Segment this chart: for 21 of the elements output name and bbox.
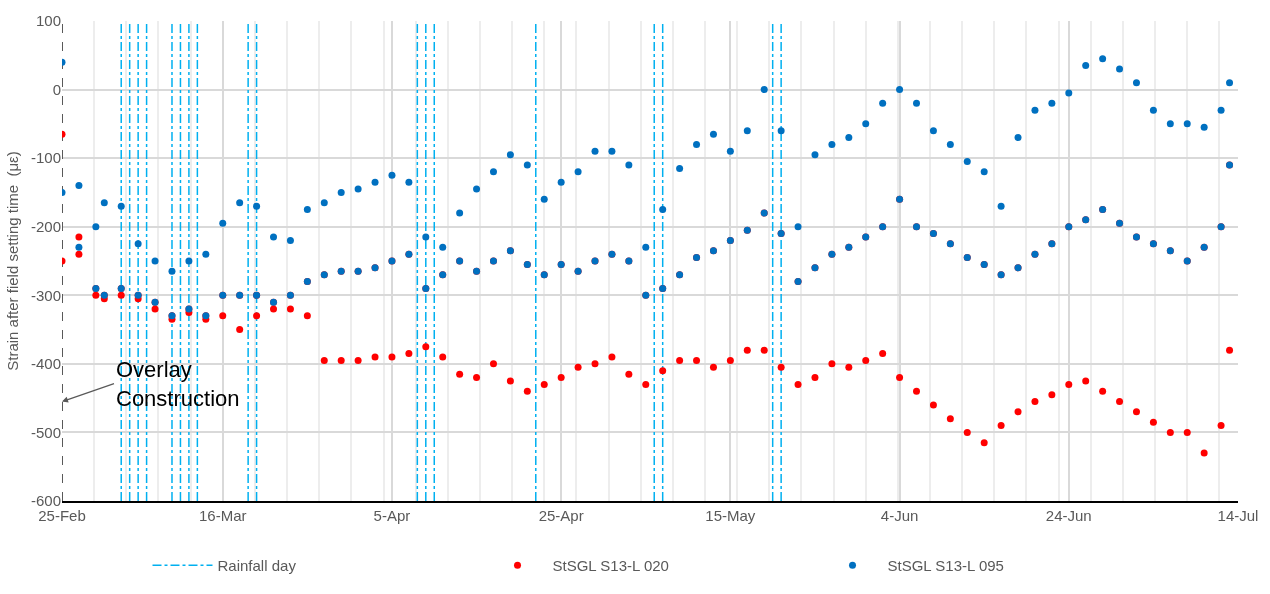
y-tick-label: -600 [30, 492, 61, 510]
y-tick-label: -200 [30, 217, 61, 235]
y-tick-label: -100 [30, 149, 61, 167]
y-tick-label: -500 [30, 423, 61, 441]
x-tick-label: 15-May [705, 507, 756, 524]
annotation: Overlay Construction [116, 357, 240, 411]
legend-label: StSGL S13-L 095 [887, 557, 1004, 575]
y-tick-label: 100 [35, 12, 61, 30]
x-tick-label: 14-Jul [1217, 507, 1259, 524]
legend-label: Rainfall day [217, 557, 297, 575]
x-tick-label: 25-Apr [538, 507, 584, 524]
legend-label: StSGL S13-L 020 [552, 557, 669, 575]
x-tick-label: 24-Jun [1045, 507, 1092, 524]
x-tick-label: 4-Jun [880, 507, 919, 524]
y-tick-label: -400 [30, 355, 61, 373]
x-tick-label: 25-Feb [38, 507, 86, 524]
y-axis-title: Strain after field setting time (με) [4, 151, 22, 371]
y-tick-label: 0 [52, 80, 61, 98]
x-tick-label: 5-Apr [373, 507, 411, 524]
x-tick-label: 16-Mar [198, 507, 247, 524]
y-tick-label: -300 [30, 286, 61, 304]
